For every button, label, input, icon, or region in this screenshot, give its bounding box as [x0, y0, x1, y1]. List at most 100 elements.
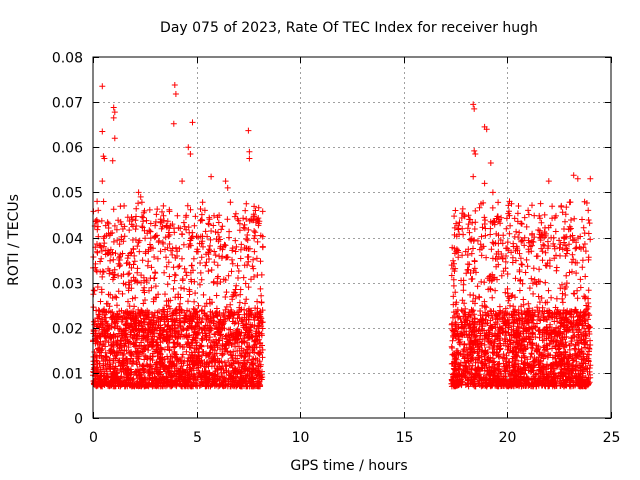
data-point [246, 217, 253, 224]
data-point [176, 303, 183, 310]
data-point [193, 248, 200, 255]
data-point [472, 207, 479, 214]
data-point [471, 147, 478, 154]
data-point [181, 285, 188, 292]
data-point [138, 279, 144, 286]
data-point [243, 296, 250, 303]
data-point [133, 205, 140, 212]
data-point [549, 203, 556, 210]
data-point [170, 285, 177, 292]
data-point [112, 293, 119, 300]
data-point [102, 222, 109, 229]
data-point [183, 269, 189, 276]
data-point [257, 258, 264, 265]
data-point [256, 336, 262, 343]
data-point [99, 273, 106, 280]
data-point [224, 254, 231, 261]
data-point [212, 252, 219, 259]
data-point [229, 256, 235, 263]
data-point [191, 379, 198, 386]
data-point [124, 255, 131, 262]
data-point [520, 301, 527, 308]
data-point [258, 330, 265, 337]
data-point [152, 309, 158, 316]
data-point [133, 213, 139, 220]
data-point [145, 331, 152, 338]
data-point [231, 336, 238, 343]
data-point [183, 212, 190, 219]
data-point [187, 320, 194, 327]
data-point [237, 255, 244, 262]
data-point [495, 199, 502, 206]
data-point [175, 291, 182, 298]
data-point [151, 333, 158, 340]
data-point [580, 224, 587, 231]
data-point [177, 300, 184, 307]
data-point [502, 305, 509, 312]
data-point [127, 250, 134, 257]
data-point [232, 289, 239, 296]
data-point [248, 368, 255, 375]
data-point [136, 361, 143, 368]
data-point [175, 263, 182, 270]
data-point [236, 227, 243, 234]
data-point [186, 315, 193, 322]
data-point [165, 318, 172, 325]
data-point [541, 211, 548, 218]
data-point [234, 262, 241, 269]
data-point [107, 230, 114, 237]
data-point [524, 263, 531, 270]
data-point [206, 256, 212, 262]
data-point [252, 207, 259, 214]
data-point [187, 206, 194, 213]
data-point [472, 151, 479, 157]
data-point [214, 262, 221, 269]
data-point [157, 216, 164, 223]
data-point [114, 380, 121, 387]
data-point [105, 308, 112, 315]
data-point [259, 233, 266, 240]
data-point [180, 241, 187, 248]
data-point [105, 339, 112, 346]
data-point [506, 230, 513, 237]
data-point [246, 343, 253, 350]
data-point [122, 382, 129, 389]
data-point [513, 228, 520, 235]
data-point [537, 200, 544, 207]
data-point [129, 326, 136, 333]
data-point [165, 233, 172, 240]
data-point [223, 303, 230, 310]
data-point [585, 217, 592, 223]
data-point [147, 241, 153, 248]
data-point [180, 219, 187, 226]
data-point [178, 231, 185, 237]
data-point [164, 281, 171, 288]
data-point [250, 213, 257, 220]
data-point [150, 298, 157, 305]
data-point [221, 375, 228, 382]
data-point [100, 366, 106, 373]
data-point [121, 374, 128, 381]
data-point [562, 234, 569, 241]
data-point [164, 218, 171, 225]
data-point [183, 348, 190, 355]
data-point [183, 332, 190, 339]
data-point [97, 258, 104, 265]
data-point [162, 246, 168, 253]
data-point [214, 275, 221, 282]
data-point [256, 368, 263, 375]
data-point [179, 277, 186, 284]
data-point [210, 314, 217, 321]
data-point [167, 222, 174, 229]
data-point [245, 253, 252, 260]
data-point [246, 148, 253, 155]
data-point [456, 339, 463, 346]
data-point [196, 325, 203, 332]
data-point [94, 249, 101, 256]
data-point [224, 315, 231, 322]
data-point [568, 217, 574, 223]
data-point [153, 211, 160, 218]
data-point [559, 299, 566, 306]
data-point [99, 128, 106, 135]
data-point [452, 207, 459, 214]
